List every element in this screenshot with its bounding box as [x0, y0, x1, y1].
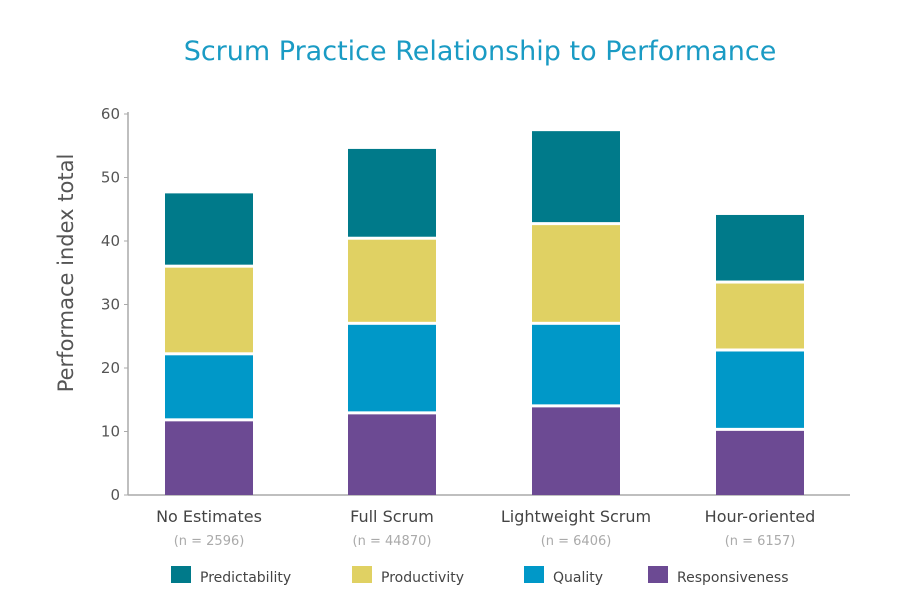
category-note: (n = 6406) — [541, 534, 612, 549]
bar-responsiveness — [348, 414, 436, 495]
bar-productivity — [532, 225, 620, 322]
x-tick-label: Lightweight Scrum — [501, 507, 651, 526]
y-axis-label: Performace index total — [54, 154, 78, 393]
y-tick-label: 40 — [101, 232, 120, 250]
legend-label: Predictability — [200, 570, 291, 586]
category-note: (n = 44870) — [353, 534, 432, 549]
bar-productivity — [348, 239, 436, 322]
x-tick-label: Hour-oriented — [705, 507, 816, 526]
bar-predictability — [716, 214, 804, 281]
x-tick-label: Full Scrum — [350, 507, 434, 526]
legend-label: Responsiveness — [677, 570, 789, 586]
legend-swatch — [352, 566, 372, 583]
y-tick-label: 60 — [101, 105, 120, 123]
bar-responsiveness — [716, 430, 804, 495]
bar-productivity — [165, 267, 253, 353]
x-tick-label: No Estimates — [156, 507, 262, 526]
y-tick-label: 30 — [101, 296, 120, 314]
legend-swatch — [171, 566, 191, 583]
legend-label: Productivity — [381, 570, 464, 586]
legend-swatch — [524, 566, 544, 583]
bar-predictability — [532, 131, 620, 223]
bar-quality — [716, 351, 804, 428]
bar-predictability — [348, 148, 436, 237]
legend-label: Quality — [553, 570, 603, 586]
bar-quality — [532, 324, 620, 405]
bar-responsiveness — [532, 407, 620, 495]
chart-title: Scrum Practice Relationship to Performan… — [184, 36, 777, 67]
bar-responsiveness — [165, 421, 253, 495]
bar-productivity — [716, 283, 804, 349]
y-tick-label: 0 — [110, 486, 120, 504]
y-tick-label: 50 — [101, 169, 120, 187]
bar-quality — [348, 324, 436, 412]
bar-quality — [165, 355, 253, 419]
y-tick-label: 10 — [101, 423, 120, 441]
category-note: (n = 2596) — [174, 534, 245, 549]
y-tick-label: 20 — [101, 359, 120, 377]
legend-swatch — [648, 566, 668, 583]
category-note: (n = 6157) — [725, 534, 796, 549]
bar-predictability — [165, 193, 253, 265]
